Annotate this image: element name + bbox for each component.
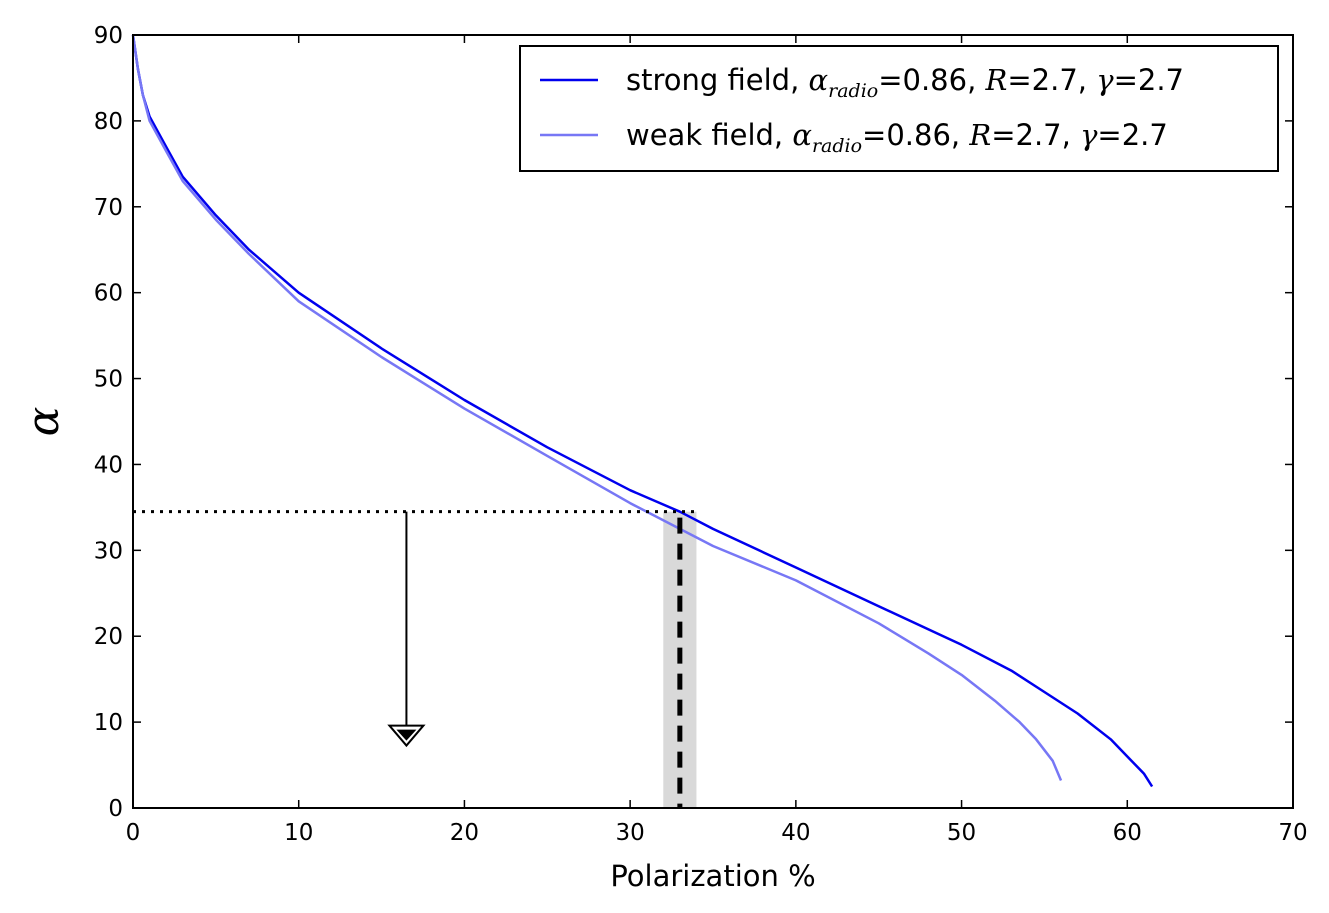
y-tick-label: 90 bbox=[94, 23, 123, 49]
y-tick-label: 80 bbox=[94, 109, 123, 135]
y-tick-label: 50 bbox=[94, 367, 123, 393]
upper-limit-arrow-head-inner bbox=[396, 729, 417, 741]
x-tick-label: 50 bbox=[947, 820, 976, 846]
plot-area-frame bbox=[132, 34, 1294, 809]
legend: strong field, αradio=0.86, R=2.7, γ=2.7 … bbox=[519, 45, 1279, 172]
x-tick-label: 10 bbox=[284, 820, 313, 846]
x-tick-label: 30 bbox=[616, 820, 645, 846]
annotation-layer bbox=[133, 510, 697, 808]
series-line-weak-field bbox=[131, 34, 1063, 781]
x-tick-label: 20 bbox=[450, 820, 479, 846]
x-tick-label: 0 bbox=[126, 820, 141, 846]
tick-layer: 0 10 20 30 40 50 60 70 0 10 20 30 40 50 60 70 80 90 bbox=[94, 23, 1308, 846]
y-tick-label: 70 bbox=[94, 195, 123, 221]
y-axis-title: α bbox=[18, 407, 69, 437]
legend-entry-strong-field: strong field, αradio=0.86, R=2.7, γ=2.7 bbox=[626, 63, 1184, 102]
x-tick-label: 60 bbox=[1113, 820, 1142, 846]
x-tick-label: 40 bbox=[781, 820, 810, 846]
legend-entry-weak-field: weak field, αradio=0.86, R=2.7, γ=2.7 bbox=[626, 118, 1168, 157]
y-tick-label: 40 bbox=[94, 452, 123, 478]
y-tick-label: 60 bbox=[94, 281, 123, 307]
y-tick-label: 10 bbox=[94, 710, 123, 736]
y-tick-label: 20 bbox=[94, 624, 123, 650]
x-tick-label: 70 bbox=[1278, 820, 1307, 846]
curve-layer bbox=[131, 34, 1154, 788]
y-tick-label: 30 bbox=[94, 538, 123, 564]
x-axis-title: Polarization % bbox=[610, 859, 815, 893]
legend-box bbox=[519, 45, 1279, 172]
series-line-strong-field bbox=[131, 34, 1154, 788]
y-tick-label: 0 bbox=[108, 796, 123, 822]
